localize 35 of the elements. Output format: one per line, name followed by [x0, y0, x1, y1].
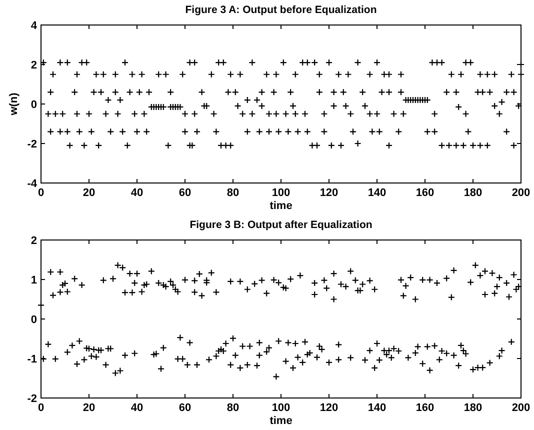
y-tick-label: -2	[27, 138, 37, 150]
y-axis-title: w(n)	[8, 92, 20, 116]
y-tick-label: 0	[30, 99, 37, 111]
y-tick-label: 0	[30, 314, 37, 326]
x-tick-label: 200	[512, 402, 530, 414]
y-tick-label: -1	[27, 354, 37, 366]
x-tick-label: 100	[272, 187, 290, 199]
x-tick-label: 40	[130, 402, 144, 414]
y-tick-label: -2	[27, 393, 37, 405]
x-tick-label: 80	[226, 187, 240, 199]
x-tick-label: 160	[416, 402, 434, 414]
chart-title: Figure 3 A: Output before Equalization	[185, 4, 377, 16]
y-tick-label: 4	[30, 20, 38, 32]
x-axis-title: time	[270, 200, 292, 212]
x-tick-label: 60	[178, 402, 192, 414]
x-tick-label: 160	[416, 187, 434, 199]
x-axis-title: time	[270, 415, 292, 427]
x-tick-label: 40	[130, 187, 144, 199]
x-tick-label: 180	[464, 402, 482, 414]
x-tick-label: 140	[368, 187, 386, 199]
y-tick-label: 2	[30, 235, 37, 247]
x-tick-label: 60	[178, 187, 192, 199]
x-tick-label: 200	[512, 187, 530, 199]
x-tick-label: 140	[368, 402, 386, 414]
chart-title: Figure 3 B: Output after Equalization	[190, 219, 372, 231]
x-tick-label: 20	[82, 187, 96, 199]
x-tick-label: 20	[82, 402, 96, 414]
x-tick-label: 180	[464, 187, 482, 199]
y-tick-label: 1	[30, 274, 37, 286]
x-tick-label: 100	[272, 402, 290, 414]
y-tick-label: -4	[27, 178, 38, 190]
x-tick-label: 120	[320, 187, 338, 199]
y-tick-label: 2	[30, 60, 37, 72]
x-tick-label: 80	[226, 402, 240, 414]
x-tick-label: 120	[320, 402, 338, 414]
